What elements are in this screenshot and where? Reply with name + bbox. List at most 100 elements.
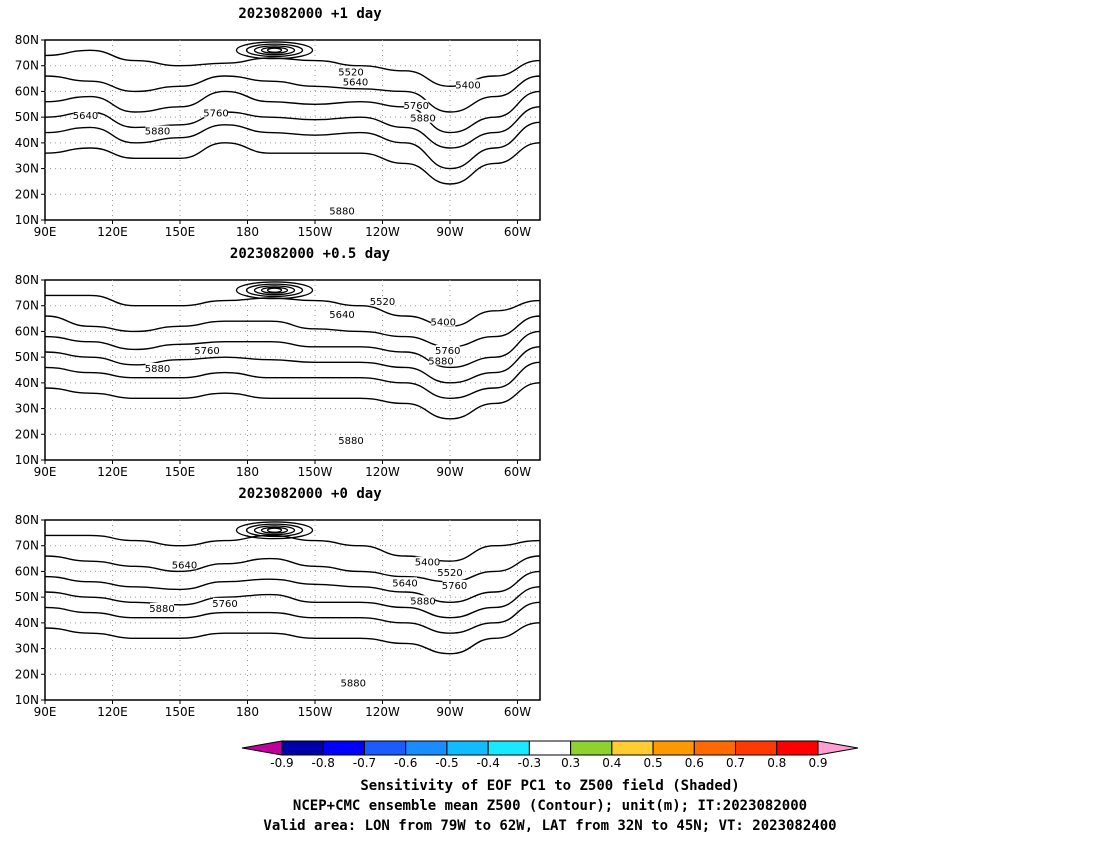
colorbar-box	[528, 740, 572, 756]
lat-label: 10N	[15, 693, 39, 707]
map-frame	[44, 279, 541, 461]
lon-label: 120W	[365, 225, 400, 239]
lon-label: 120E	[97, 225, 128, 239]
contour-label-bg	[341, 677, 366, 688]
z500-contour	[44, 361, 541, 399]
panel-title: 2023082000 +0 day	[238, 486, 382, 502]
colorbar-arrow-low	[241, 740, 283, 756]
contour-label: 5880	[145, 364, 170, 375]
caption-contour: NCEP+CMC ensemble mean Z500 (Contour); u…	[292, 798, 808, 814]
panel-title: 2023082000 +0.5 day	[229, 246, 391, 262]
lat-label: 50N	[15, 350, 39, 364]
contour-label-bg	[150, 603, 174, 613]
contour-label-bg	[370, 296, 395, 307]
z500-contour	[245, 283, 304, 298]
lat-label: 60N	[15, 324, 39, 338]
lon-label: 120E	[97, 465, 128, 479]
colorbar-tick-label: 0.4	[602, 756, 621, 770]
lon-label: 150W	[298, 705, 333, 719]
z500-contour	[44, 49, 541, 87]
contour-label-bg	[393, 577, 417, 588]
lon-label: 90W	[436, 705, 463, 719]
map-panel-plus1: 2023082000 +1 day 80N 70N 60N 50N 40N 30N 20N 1…	[0, 0, 560, 240]
lon-label: 150W	[298, 225, 333, 239]
contour-label-bg	[435, 345, 460, 355]
z500-contour	[44, 106, 541, 149]
map-frame	[44, 519, 541, 701]
z500-contour	[44, 601, 541, 634]
z500-contour	[235, 521, 314, 540]
panel-title: 2023082000 +1 day	[238, 6, 382, 22]
contour-label: 5880	[145, 127, 170, 138]
contour-label-bg	[343, 76, 368, 87]
colorbar-box	[281, 740, 324, 756]
contour-label-bg	[429, 355, 453, 366]
contour-label: 5880	[329, 206, 354, 217]
z500-contour	[253, 45, 296, 56]
lat-label: 70N	[15, 59, 39, 73]
contour-label-bg	[145, 125, 170, 136]
contour-label-bg	[404, 99, 429, 110]
contour-label: 5760	[203, 109, 228, 120]
colorbar-box	[487, 740, 530, 756]
lon-label: 120W	[365, 465, 400, 479]
colorbar-tick-label: -0.8	[312, 756, 335, 770]
contour-label: 5400	[415, 558, 440, 569]
contour-label-bg	[339, 66, 363, 77]
z500-contour	[245, 523, 304, 538]
lat-label: 80N	[15, 273, 39, 287]
lon-label: 90W	[436, 465, 463, 479]
lon-label: 60W	[504, 225, 531, 239]
z500-contour	[44, 570, 541, 603]
z500-contour	[266, 527, 283, 533]
lat-label: 70N	[15, 539, 39, 553]
z500-contour	[266, 287, 283, 293]
lon-label: 150E	[165, 225, 196, 239]
z500-contour	[44, 75, 541, 113]
lat-label: 80N	[15, 33, 39, 47]
lon-label: 150E	[165, 705, 196, 719]
z500-contour	[44, 330, 541, 369]
z500-contour	[44, 121, 541, 170]
contour-label-bg	[431, 316, 456, 327]
lat-label: 80N	[15, 513, 39, 527]
contour-label-bg	[415, 556, 440, 567]
z500-contour	[260, 46, 289, 54]
z500-contour	[44, 382, 541, 420]
contour-label-bg	[172, 559, 197, 570]
contour-label: 5520	[370, 297, 395, 308]
colorbar-box	[405, 740, 448, 756]
contour-label: 5880	[338, 436, 363, 447]
contour-label-bg	[442, 579, 467, 590]
z500-contour	[44, 586, 541, 619]
colorbar-tick-label: -0.3	[518, 756, 541, 770]
colorbar-tick-label: 0.8	[767, 756, 786, 770]
contour-label: 5640	[329, 310, 354, 321]
contour-label-bg	[339, 435, 363, 445]
caption-valid-area: Valid area: LON from 79W to 62W, LAT fro…	[263, 818, 837, 834]
lon-label: 180	[236, 705, 259, 719]
contour-label-bg	[145, 363, 170, 373]
lat-label: 60N	[15, 84, 39, 98]
z500-contour	[235, 281, 314, 300]
contour-label: 5640	[172, 560, 197, 571]
lat-label: 40N	[15, 616, 39, 630]
z500-contour	[44, 90, 541, 134]
colorbar: -0.9 -0.8 -0.7 -0.6 -0.5 -0.4 -0.3 0.3 0.4 0.5 0.6…	[241, 740, 859, 770]
colorbar-tick-label: 0.6	[685, 756, 704, 770]
colorbar-box	[446, 740, 489, 756]
contour-label: 5520	[338, 67, 363, 78]
lon-label: 120E	[97, 705, 128, 719]
contour-label: 5880	[410, 114, 435, 125]
colorbar-box	[363, 740, 407, 756]
contour-label: 5400	[455, 80, 480, 91]
map-frame	[44, 39, 541, 221]
lat-label: 40N	[15, 376, 39, 390]
z500-contour	[260, 526, 289, 534]
contour-label: 5520	[437, 568, 462, 579]
contour-label-bg	[213, 597, 237, 608]
contour-label-bg	[411, 595, 435, 606]
contour-label-bg	[73, 110, 98, 121]
lon-label: 90E	[34, 465, 57, 479]
